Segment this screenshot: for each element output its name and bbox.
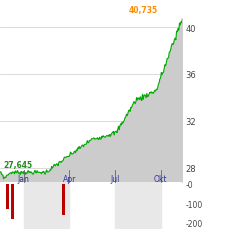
Bar: [115, 182, 161, 229]
Text: Jan: Jan: [18, 174, 30, 183]
Text: 27,645: 27,645: [3, 160, 32, 169]
Text: Jul: Jul: [110, 174, 120, 183]
Text: 40,735: 40,735: [129, 6, 158, 15]
Bar: [6, 184, 9, 209]
Bar: [62, 184, 65, 215]
Bar: [24, 182, 69, 229]
Text: Okt: Okt: [154, 174, 167, 183]
Bar: [11, 184, 14, 219]
Text: Apr: Apr: [63, 174, 76, 183]
